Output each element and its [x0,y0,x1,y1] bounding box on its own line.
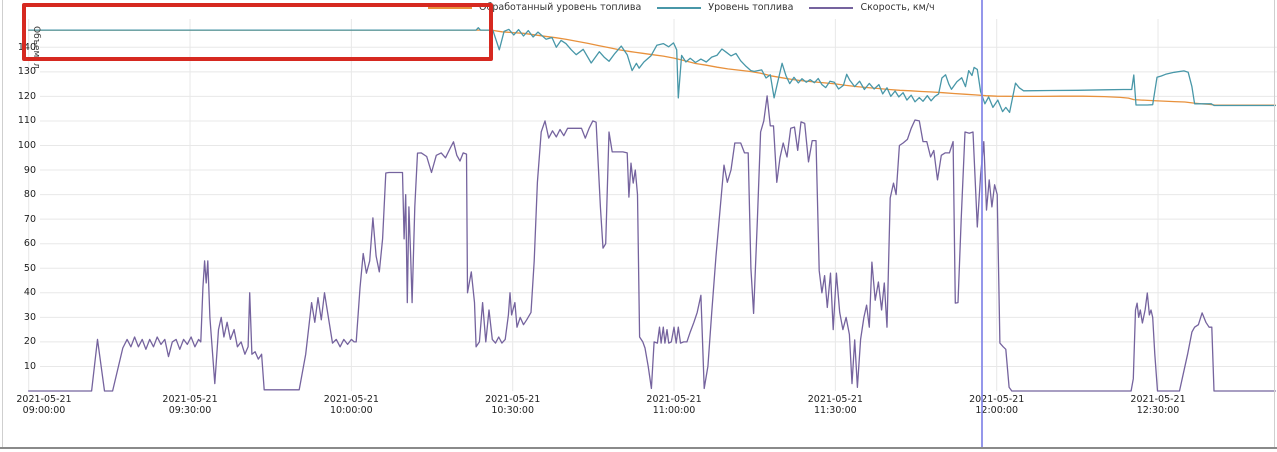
panel-right-border [1274,0,1275,447]
legend-line-swatch [809,6,854,9]
y-tick-label: 60 [23,238,36,250]
legend-item[interactable]: Скорость, км/ч [809,2,935,13]
legend-line-swatch [657,6,702,9]
chart-legend: Обработанный уровень топлива Уровень топл… [428,2,935,13]
legend-label: Обработанный уровень топлива [479,2,642,13]
panel-bottom-border [0,447,1277,449]
x-tick-label: 2021-05-21 10:30:00 [485,394,541,416]
x-tick-label: 2021-05-21 12:30:00 [1130,394,1186,416]
y-tick-label: 20 [23,336,36,348]
y-tick-label: 30 [23,311,36,323]
series-line-speed [28,95,1276,392]
panel-left-border [2,0,3,447]
annotation-highlight-box [22,3,493,61]
y-tick-label: 90 [23,164,36,176]
x-tick-label: 2021-05-21 10:00:00 [323,394,379,416]
x-tick-label: 2021-05-21 09:30:00 [162,394,218,416]
x-tick-label: 2021-05-21 11:30:00 [807,394,863,416]
y-tick-label: 50 [23,262,36,274]
x-tick-label: 2021-05-21 09:00:00 [16,394,72,416]
y-tick-label: 40 [23,287,36,299]
legend-label: Уровень топлива [708,2,794,13]
y-tick-label: 70 [23,213,36,225]
legend-item[interactable]: Обработанный уровень топлива [428,2,641,13]
y-tick-label: 130 [17,66,36,78]
series-line-fuel-level [28,27,1276,114]
legend-line-swatch [428,6,472,9]
y-tick-label: 110 [17,115,36,127]
cursor-line [981,0,984,448]
y-tick-label: 140 [17,41,36,53]
y-tick-label: 100 [17,140,36,151]
y-tick-label: 80 [23,189,36,201]
y-tick-label: 10 [23,360,36,372]
x-tick-label: 2021-05-21 12:00:00 [969,394,1025,416]
y-tick-label: 120 [17,90,36,102]
x-tick-label: 2021-05-21 11:00:00 [646,394,702,416]
legend-item[interactable]: Уровень топлива [657,2,793,13]
legend-label: Скорость, км/ч [860,2,935,13]
